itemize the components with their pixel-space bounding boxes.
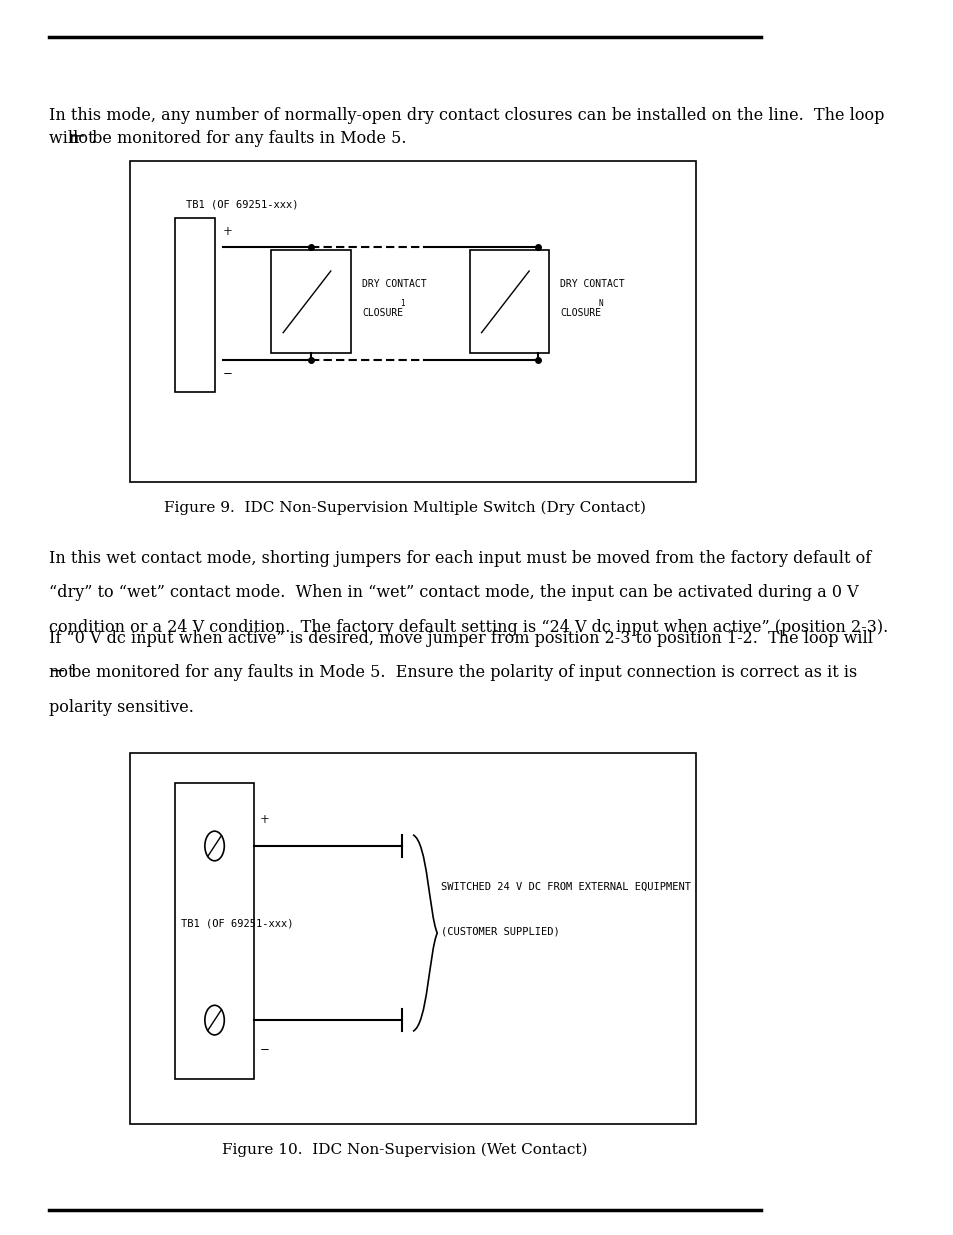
Text: polarity sensitive.: polarity sensitive. <box>49 699 193 716</box>
Text: not: not <box>69 130 95 147</box>
Bar <box>130 161 696 482</box>
Text: DRY CONTACT: DRY CONTACT <box>559 279 624 289</box>
Text: (CUSTOMER SUPPLIED): (CUSTOMER SUPPLIED) <box>441 926 559 936</box>
Text: Figure 9.  IDC Non-Supervision Multiple Switch (Dry Contact): Figure 9. IDC Non-Supervision Multiple S… <box>164 500 645 515</box>
Text: In this wet contact mode, shorting jumpers for each input must be moved from the: In this wet contact mode, shorting jumpe… <box>49 550 870 567</box>
Bar <box>174 219 214 391</box>
Text: −: − <box>259 1042 270 1056</box>
Text: condition or a 24 V condition.  The factory default setting is “24 V dc input wh: condition or a 24 V condition. The facto… <box>49 619 887 636</box>
Text: CLOSURE: CLOSURE <box>559 309 600 319</box>
Text: TB1 (OF 69251-xxx): TB1 (OF 69251-xxx) <box>186 199 298 209</box>
Text: will: will <box>49 130 83 147</box>
Text: In this mode, any number of normally-open dry contact closures can be installed : In this mode, any number of normally-ope… <box>49 107 883 125</box>
Text: SWITCHED 24 V DC FROM EXTERNAL EQUIPMENT: SWITCHED 24 V DC FROM EXTERNAL EQUIPMENT <box>441 882 691 892</box>
Text: +: + <box>259 813 270 826</box>
Text: DRY CONTACT: DRY CONTACT <box>361 279 426 289</box>
Bar <box>130 753 696 1124</box>
Bar <box>271 251 351 353</box>
Text: N: N <box>598 299 602 309</box>
Text: CLOSURE: CLOSURE <box>361 309 403 319</box>
Bar <box>469 251 548 353</box>
Text: “dry” to “wet” contact mode.  When in “wet” contact mode, the input can be activ: “dry” to “wet” contact mode. When in “we… <box>49 584 858 601</box>
Text: not: not <box>49 664 75 682</box>
Bar <box>174 783 254 1079</box>
Text: If “0 V dc input when active” is desired, move jumper from position 2-3 to posit: If “0 V dc input when active” is desired… <box>49 630 872 647</box>
Text: be monitored for any faults in Mode 5.  Ensure the polarity of input connection : be monitored for any faults in Mode 5. E… <box>67 664 857 682</box>
Text: Figure 10.  IDC Non-Supervision (Wet Contact): Figure 10. IDC Non-Supervision (Wet Cont… <box>222 1142 587 1157</box>
Text: be monitored for any faults in Mode 5.: be monitored for any faults in Mode 5. <box>87 130 406 147</box>
Text: +: + <box>223 225 233 238</box>
Text: TB1 (OF 69251-xxx): TB1 (OF 69251-xxx) <box>180 919 293 929</box>
Text: 1: 1 <box>399 299 404 309</box>
Text: −: − <box>223 366 233 379</box>
